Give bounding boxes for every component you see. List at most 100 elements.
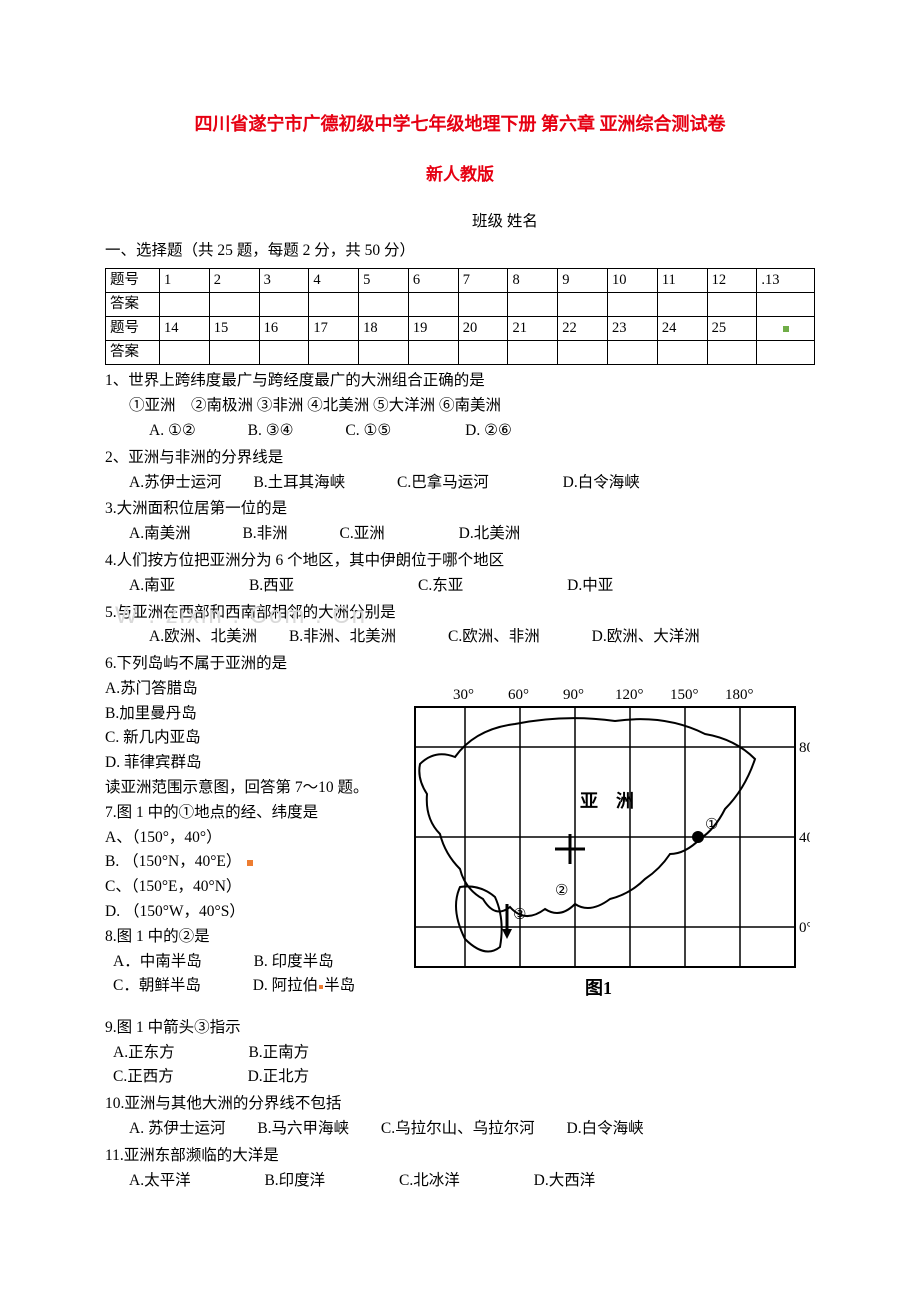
question-11: 11.亚洲东部濒临的大洋是 A.太平洋 B.印度洋 C.北冰洋 D.大西洋 [105, 1144, 815, 1194]
green-dot-icon [783, 326, 789, 332]
cell: 14 [160, 316, 210, 340]
cell: 5 [359, 268, 409, 292]
opt-a: A.南亚 [129, 577, 175, 594]
table-row: 题号 1 2 3 4 5 6 7 8 9 10 11 12 .13 [106, 268, 815, 292]
row-label: 答案 [106, 292, 160, 316]
q6-opt-c: C. 新几内亚岛 [105, 726, 405, 751]
q7-opt-b: B. （150°N，40°E） [105, 853, 241, 870]
opt-c: C.欧洲、非洲 [448, 628, 540, 645]
cell: 24 [657, 316, 707, 340]
cell: 25 [707, 316, 757, 340]
question-9: 9.图 1 中箭头③指示 A.正东方 B.正南方 C.正西方 D.正北方 [105, 1016, 815, 1090]
q5-options: W . zixin . Com . Cn A.欧洲、北美洲 B.非洲、北美洲 C… [105, 625, 815, 650]
question-3: 3.大洲面积位居第一位的是 A.南美洲 B.非洲 C.亚洲 D.北美洲 [105, 497, 815, 547]
svg-text:亚 洲: 亚 洲 [580, 791, 634, 811]
q7-opt-b-wrap: B. （150°N，40°E） [105, 850, 405, 875]
opt-d: D.白令海峡 [567, 1120, 644, 1137]
q2-stem: 2、亚洲与非洲的分界线是 [105, 446, 815, 471]
opt-c: C.北冰洋 [399, 1172, 460, 1189]
opt-a: A．中南半岛 [113, 953, 202, 970]
row-label: 题号 [106, 268, 160, 292]
page-subtitle: 新人教版 [105, 161, 815, 188]
opt-d: D.北美洲 [459, 525, 521, 542]
class-name-line: 班级 姓名 [195, 210, 815, 235]
opt-c: C.巴拿马运河 [397, 474, 489, 491]
svg-text:0°: 0° [799, 920, 810, 936]
opt-c: C.乌拉尔山、乌拉尔河 [381, 1120, 535, 1137]
cell: .13 [757, 268, 815, 292]
opt-b: B.非洲 [242, 525, 287, 542]
svg-text:①: ① [705, 817, 718, 833]
opt-d: D.大西洋 [534, 1172, 596, 1189]
left-column: A.苏门答腊岛 B.加里曼丹岛 C. 新几内亚岛 D. 菲律宾群岛 读亚洲范围示… [105, 677, 405, 999]
opt-b: B.西亚 [249, 577, 294, 594]
cell: 3 [259, 268, 309, 292]
opt-d: D. ②⑥ [465, 422, 512, 439]
opt-b: B. ③④ [248, 422, 294, 439]
opt-b: B.土耳其海峡 [253, 474, 345, 491]
q6-stem: 6.下列岛屿不属于亚洲的是 [105, 652, 815, 677]
cell: 18 [359, 316, 409, 340]
opt-c: C. ①⑤ [345, 422, 391, 439]
svg-text:图1: 图1 [585, 978, 612, 998]
q5-stem: 5.与亚洲在西部和西南部相邻的大洲分别是 [105, 601, 815, 626]
q1-line2: ①亚洲 ②南极洲 ③非洲 ④北美洲 ⑤大洋洲 ⑥南美洲 [105, 394, 815, 419]
q7-stem: 7.图 1 中的①地点的经、纬度是 [105, 801, 405, 826]
opt-d-suf: 半岛 [324, 977, 355, 994]
q6-opt-d: D. 菲律宾群岛 [105, 751, 405, 776]
q8-stem: 8.图 1 中的②是 [105, 925, 405, 950]
opt-a: A.太平洋 [129, 1172, 191, 1189]
question-5: 5.与亚洲在西部和西南部相邻的大洲分别是 W . zixin . Com . C… [105, 601, 815, 651]
q10-stem: 10.亚洲与其他大洲的分界线不包括 [105, 1092, 815, 1117]
page-title: 四川省遂宁市广德初级中学七年级地理下册 第六章 亚洲综合测试卷 [105, 110, 815, 139]
section-1-heading: 一、选择题（共 25 题，每题 2 分，共 50 分） [105, 239, 815, 264]
q10-options: A. 苏伊士运河 B.马六甲海峡 C.乌拉尔山、乌拉尔河 D.白令海峡 [105, 1117, 815, 1142]
orange-dot-icon [247, 860, 253, 866]
table-row: 答案 [106, 292, 815, 316]
question-10: 10.亚洲与其他大洲的分界线不包括 A. 苏伊士运河 B.马六甲海峡 C.乌拉尔… [105, 1092, 815, 1142]
svg-text:③: ③ [513, 907, 526, 923]
cell: 8 [508, 268, 558, 292]
svg-text:90°: 90° [563, 687, 584, 703]
cell: 20 [458, 316, 508, 340]
q6-opt-b: B.加里曼丹岛 [105, 702, 405, 727]
q7-opt-d: D. （150°W，40°S） [105, 900, 405, 925]
q4-stem: 4.人们按方位把亚洲分为 6 个地区，其中伊朗位于哪个地区 [105, 549, 815, 574]
cell: 17 [309, 316, 359, 340]
opt-c: C．朝鲜半岛 [113, 977, 201, 994]
cell: 19 [408, 316, 458, 340]
q1-stem: 1、世界上跨纬度最广与跨经度最广的大洲组合正确的是 [105, 369, 815, 394]
row-label: 答案 [106, 341, 160, 365]
cell: 21 [508, 316, 558, 340]
q11-stem: 11.亚洲东部濒临的大洋是 [105, 1144, 815, 1169]
opt-d-pre: D. 阿拉伯 [253, 977, 318, 994]
svg-text:150°: 150° [670, 687, 699, 703]
opt-b: B.非洲、北美洲 [289, 628, 396, 645]
opt-d: D.白令海峡 [563, 474, 640, 491]
cell: 4 [309, 268, 359, 292]
q8-opts-ab: A．中南半岛 B. 印度半岛 [105, 950, 405, 975]
cell: 7 [458, 268, 508, 292]
q3-stem: 3.大洲面积位居第一位的是 [105, 497, 815, 522]
cell: 12 [707, 268, 757, 292]
orange-dot-icon [319, 985, 323, 989]
svg-text:180°: 180° [725, 687, 754, 703]
svg-text:60°: 60° [508, 687, 529, 703]
opt-b: B.马六甲海峡 [257, 1120, 349, 1137]
opt-c: C.亚洲 [340, 525, 385, 542]
question-6: 6.下列岛屿不属于亚洲的是 [105, 652, 815, 677]
opt-d: D.正北方 [248, 1068, 310, 1085]
opt-a: A. 苏伊士运河 [129, 1120, 225, 1137]
opt-c: C.东亚 [418, 577, 463, 594]
q2-options: A.苏伊士运河 B.土耳其海峡 C.巴拿马运河 D.白令海峡 [105, 471, 815, 496]
opt-a: A.南美洲 [129, 525, 191, 542]
opt-b: B. 印度半岛 [254, 953, 334, 970]
opt-d: D.中亚 [567, 577, 613, 594]
cell: 2 [209, 268, 259, 292]
opt-a: A.正东方 [113, 1044, 175, 1061]
opt-b: B.正南方 [248, 1044, 309, 1061]
question-1: 1、世界上跨纬度最广与跨经度最广的大洲组合正确的是 ①亚洲 ②南极洲 ③非洲 ④… [105, 369, 815, 443]
cell: 16 [259, 316, 309, 340]
cell: 11 [657, 268, 707, 292]
svg-text:40°: 40° [799, 830, 810, 846]
